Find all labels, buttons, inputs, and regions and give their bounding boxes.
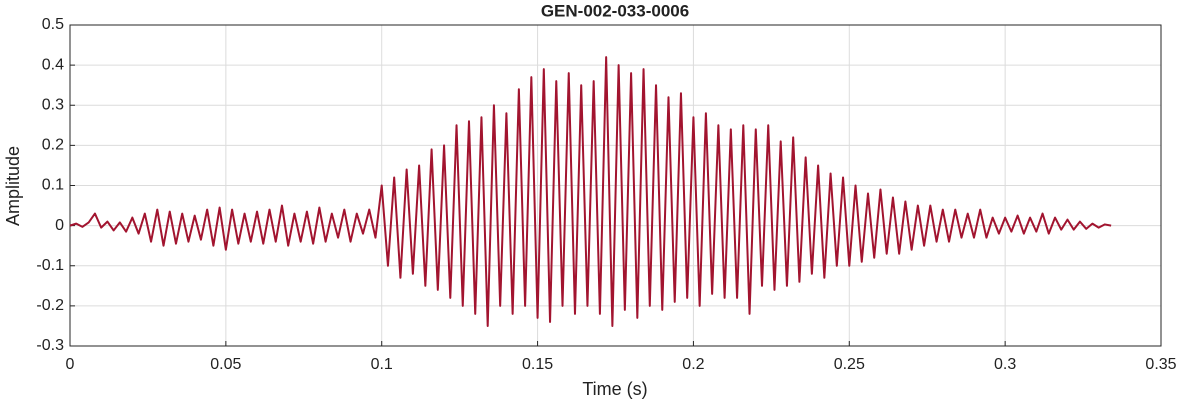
plot-frame xyxy=(69,24,1162,347)
y-tick-label: 0.3 xyxy=(42,96,64,113)
x-tick-label: 0.2 xyxy=(682,356,704,373)
y-tick-label: 0.4 xyxy=(42,56,64,73)
x-axis-label: Time (s) xyxy=(582,379,647,399)
y-tick-label: -0.1 xyxy=(36,257,64,274)
chart-title: GEN-002-033-0006 xyxy=(541,1,689,20)
x-tick-label: 0.35 xyxy=(1145,356,1176,373)
y-tick-label: 0.2 xyxy=(42,137,64,154)
waveform-line xyxy=(69,56,1112,327)
x-tick-label: 0 xyxy=(66,356,75,373)
y-tick-label: -0.2 xyxy=(36,297,64,314)
x-tick-label: 0.3 xyxy=(994,356,1016,373)
x-tick-label: 0.05 xyxy=(210,356,241,373)
y-tick-label: 0.1 xyxy=(42,177,64,194)
x-tick-label: 0.25 xyxy=(834,356,865,373)
x-tick-label: 0.15 xyxy=(522,356,553,373)
y-tick-label: 0 xyxy=(55,217,64,234)
y-tick-label: 0.5 xyxy=(42,16,64,33)
y-axis-label: Amplitude xyxy=(3,146,23,226)
y-tick-label: -0.3 xyxy=(36,337,64,354)
x-tick-label: 0.1 xyxy=(371,356,393,373)
